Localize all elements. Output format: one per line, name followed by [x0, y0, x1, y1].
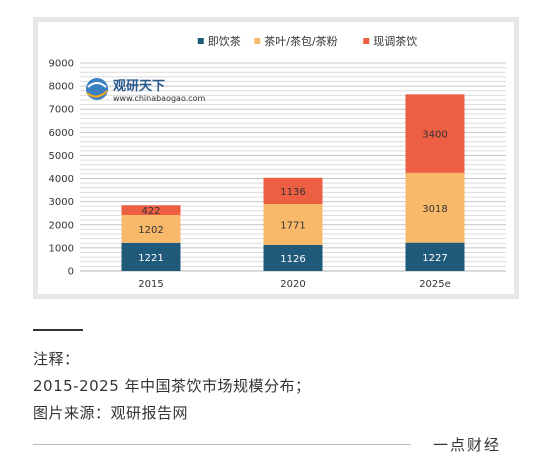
bar-segment [121, 215, 181, 243]
data-label: 1227 [422, 253, 447, 264]
data-label: 1202 [138, 225, 163, 236]
data-label: 1126 [280, 254, 305, 265]
x-tick-label: 2025e [419, 279, 451, 290]
caption-divider [33, 329, 83, 331]
legend-swatch [363, 38, 370, 44]
x-tick-label: 2020 [280, 279, 305, 290]
watermark-name: 观研天下 [113, 79, 165, 94]
legend-swatch [254, 38, 261, 44]
data-label: 3400 [422, 130, 447, 141]
data-labels: 1221 1202 422 1126 1771 1136 1227 3018 3400 [138, 130, 447, 265]
y-tick-label: 1000 [49, 243, 74, 254]
legend-label: 即饮茶 [208, 35, 241, 48]
legend-label: 现调茶饮 [373, 35, 417, 48]
bar-segment [121, 242, 181, 271]
legend-swatch [197, 38, 204, 44]
logo-swoosh-icon [87, 82, 107, 88]
bar-segment [263, 244, 323, 271]
x-tick-label: 2015 [138, 279, 163, 290]
bar-segment [405, 172, 465, 243]
legend-label: 茶叶/茶包/茶粉 [264, 35, 337, 48]
footer-divider [33, 444, 411, 445]
y-tick-label: 2000 [49, 220, 74, 231]
stacked-bar-chart: 0 1000 2000 3000 4000 5000 6000 7000 8000 9000 12… [38, 22, 514, 294]
chart-frame: 0 1000 2000 3000 4000 5000 6000 7000 8000 9000 12… [33, 17, 519, 299]
data-label: 422 [141, 206, 160, 217]
x-axis-ticks: 2015 2020 2025e [138, 279, 451, 290]
bar-segment [263, 204, 323, 245]
logo-swoosh-accent-icon [86, 90, 108, 98]
y-tick-label: 7000 [49, 105, 74, 116]
bar-segment [263, 177, 323, 205]
y-tick-label: 5000 [49, 151, 74, 162]
y-tick-label: 4000 [49, 174, 74, 185]
caption-line-2: 图片来源：观研报告网 [33, 404, 189, 422]
y-tick-label: 3000 [49, 197, 74, 208]
y-tick-label: 6000 [49, 128, 74, 139]
y-tick-label: 9000 [49, 59, 74, 70]
data-label: 3018 [422, 204, 447, 215]
bar-segment [405, 242, 465, 271]
caption-label: 注释： [33, 350, 80, 368]
caption-line-1: 2015-2025 年中国茶饮市场规模分布； [33, 377, 311, 395]
watermark-url: www.chinabaogao.com [113, 94, 206, 103]
brand-name: 一点财经 [433, 436, 502, 454]
legend: 即饮茶 茶叶/茶包/茶粉 现调茶饮 [197, 35, 417, 48]
bar-segment [405, 94, 465, 173]
data-label: 1771 [280, 221, 305, 232]
data-label: 1221 [138, 253, 163, 264]
y-tick-label: 0 [68, 267, 74, 278]
bar-segment [121, 205, 181, 216]
y-tick-label: 8000 [49, 82, 74, 93]
y-axis-ticks: 0 1000 2000 3000 4000 5000 6000 7000 8000 9000 [49, 59, 74, 278]
bars [121, 94, 465, 271]
data-label: 1136 [280, 187, 305, 198]
watermark-logo: 观研天下 www.chinabaogao.com [86, 78, 206, 103]
